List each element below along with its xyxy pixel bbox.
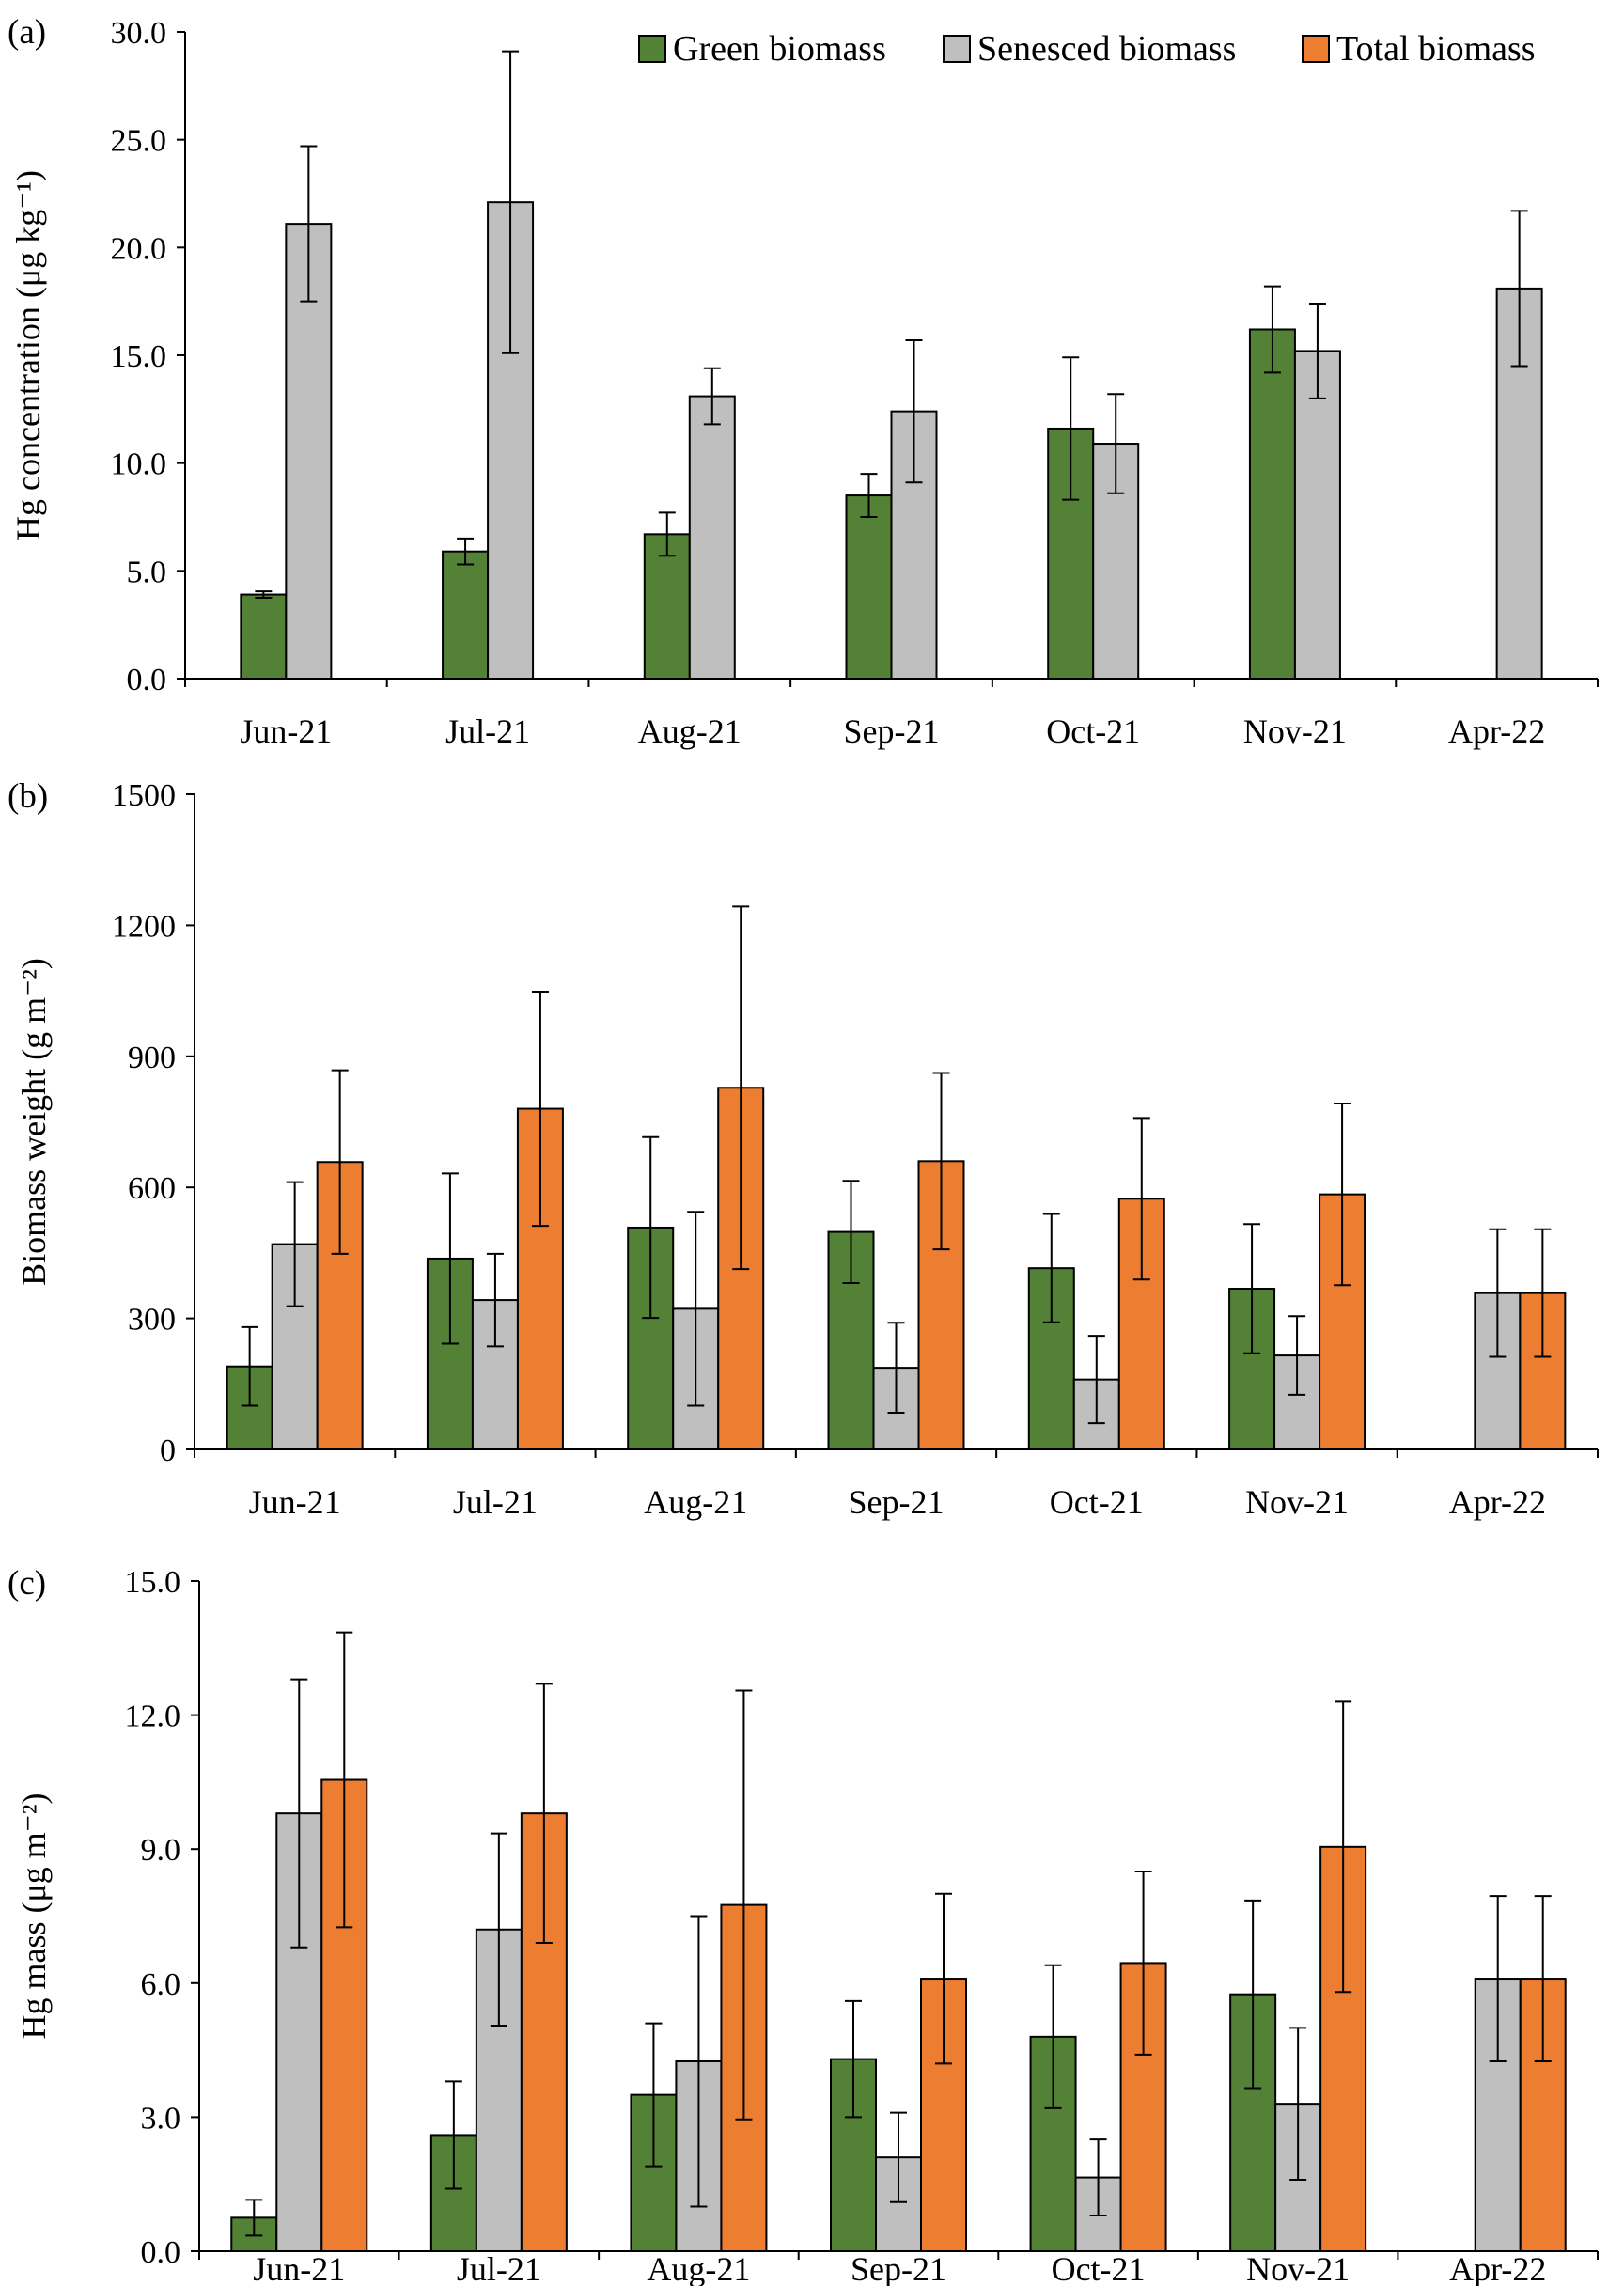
x-tick-label: Jun-21 [240, 712, 332, 750]
y-tick-label: 0.0 [127, 663, 167, 697]
chart-panel-c: (c) Hg mass (μg m⁻²) 0.0 3.0 6.0 9.0 12.0 15.0 J… [8, 1564, 1599, 2286]
y-tick-label: 25.0 [111, 124, 167, 159]
x-tick-label: Aug-21 [638, 712, 742, 750]
x-tick-label: Jul-21 [453, 1483, 538, 1521]
bar-green [240, 593, 288, 680]
x-tick-label: Oct-21 [1050, 1483, 1144, 1521]
y-tick-label: 20.0 [111, 231, 167, 266]
y-tick-label: 6.0 [141, 1967, 181, 2002]
y-tick-label: 1200 [112, 909, 176, 944]
panel-label: (b) [8, 777, 48, 816]
legend-swatch-total [1302, 35, 1330, 63]
x-tick-label: Nov-21 [1246, 2250, 1350, 2286]
bar-senesced [271, 1243, 319, 1451]
chart-panel-a: (a) Hg concentration (μg kg⁻¹) 0.0 5.0 10.0 1… [8, 13, 1599, 750]
x-tick-label: Jun-21 [249, 1483, 341, 1521]
y-axis-label: Biomass weight (g m⁻²) [15, 958, 53, 1286]
y-tick-label: 0 [160, 1433, 176, 1468]
y-tick-label: 15.0 [125, 1565, 181, 1600]
bar-senesced [688, 395, 736, 680]
y-tick-label: 9.0 [141, 1833, 181, 1868]
y-tick-label: 5.0 [127, 555, 167, 589]
x-tick-label: Nov-21 [1243, 712, 1347, 750]
x-tick-label: Aug-21 [644, 1483, 747, 1521]
x-tick-label: Aug-21 [647, 2250, 750, 2286]
x-tick-label: Oct-21 [1052, 2250, 1146, 2286]
legend-label: Senesced biomass [977, 29, 1236, 69]
x-tick-label: Sep-21 [851, 2250, 946, 2286]
legend-swatch-senesced [943, 35, 971, 63]
bar-green [643, 533, 691, 681]
x-tick-label: Nov-21 [1245, 1483, 1349, 1521]
bar-green [1248, 328, 1296, 680]
y-tick-label: 1500 [112, 778, 176, 813]
x-tick-label: Apr-22 [1449, 1483, 1546, 1521]
x-tick-label: Jul-21 [457, 2250, 541, 2286]
y-tick-label: 600 [128, 1171, 176, 1206]
legend-label: Total biomass [1336, 29, 1536, 69]
bar-total [1320, 1845, 1367, 2253]
y-axis-label: Hg concentration (μg kg⁻¹) [9, 170, 47, 540]
y-tick-label: 30.0 [111, 16, 167, 51]
x-tick-label: Oct-21 [1046, 712, 1140, 750]
bar-green [442, 550, 490, 681]
legend-label: Green biomass [673, 29, 886, 69]
y-tick-label: 10.0 [111, 447, 167, 482]
legend-swatch-green [638, 35, 666, 63]
panel-label: (c) [8, 1564, 46, 1603]
panel-label: (a) [8, 13, 46, 52]
x-tick-label: Sep-21 [844, 712, 940, 750]
y-tick-label: 900 [128, 1041, 176, 1075]
bar-senesced [1293, 350, 1341, 680]
y-tick-label: 12.0 [125, 1699, 181, 1734]
y-tick-label: 0.0 [141, 2235, 181, 2270]
y-tick-label: 3.0 [141, 2101, 181, 2136]
legend: Green biomass Senesced biomass Total bioma… [638, 29, 1536, 69]
x-tick-label: Jun-21 [253, 2250, 345, 2286]
x-tick-label: Apr-22 [1449, 2250, 1546, 2286]
bar-green [845, 494, 893, 680]
x-tick-label: Apr-22 [1448, 712, 1545, 750]
x-tick-label: Sep-21 [849, 1483, 945, 1521]
y-axis-label: Hg mass (μg m⁻²) [15, 1793, 53, 2039]
x-tick-label: Jul-21 [445, 712, 530, 750]
y-tick-label: 300 [128, 1303, 176, 1338]
chart-panel-b: (b) Biomass weight (g m⁻²) 0 300 600 900 1200 1… [8, 777, 1599, 1521]
y-tick-label: 15.0 [111, 339, 167, 374]
bar-senesced [275, 1812, 323, 2252]
